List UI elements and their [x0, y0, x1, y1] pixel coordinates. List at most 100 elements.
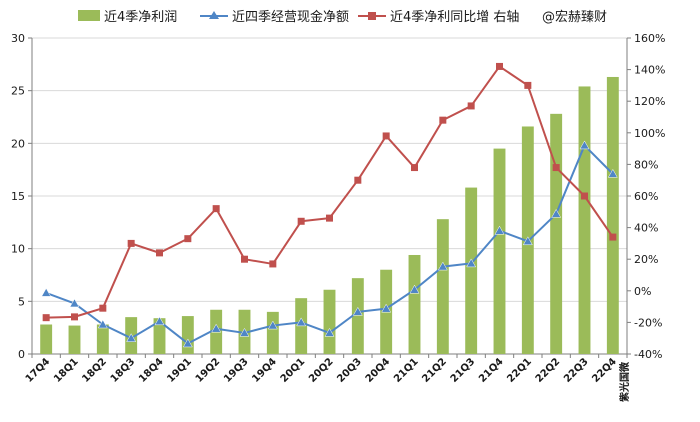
- growth-point: [99, 304, 107, 312]
- legend: 近4季净利润 近四季经营现金净额 近4季净利同比增 右轴 @宏赫臻财: [78, 9, 607, 25]
- right-tick-label: 80%: [634, 158, 658, 171]
- right-tick-label: 60%: [634, 190, 658, 203]
- x-tick-label: 17Q4: [24, 356, 53, 385]
- left-tick-label: 25: [11, 85, 25, 98]
- growth-point: [439, 116, 447, 124]
- legend-triangle-marker: [209, 11, 219, 19]
- left-tick-label: 20: [11, 137, 25, 150]
- x-tick-label: 20Q1: [279, 356, 308, 385]
- right-tick-label: 100%: [634, 127, 665, 140]
- cashflow-point: [126, 333, 137, 342]
- cashflow-point: [352, 306, 363, 316]
- left-tick-label: 15: [11, 190, 25, 203]
- x-tick-label: 19Q2: [194, 356, 223, 385]
- cashflow-point: [239, 327, 250, 337]
- growth-point: [326, 214, 333, 222]
- watermark-text: @宏赫臻财: [542, 10, 607, 25]
- cashflow-point: [41, 287, 52, 297]
- cashflow-point: [579, 140, 590, 150]
- x-tick-label: 20Q4: [364, 356, 393, 385]
- legend-label-bars: 近4季净利润: [104, 10, 177, 25]
- bar: [465, 187, 478, 354]
- right-tick-label: 20%: [634, 253, 658, 266]
- x-tick-label: 21Q3: [449, 356, 478, 385]
- cashflow-point: [211, 323, 222, 333]
- x-tick-label: 18Q4: [137, 356, 166, 385]
- growth-point: [467, 102, 475, 110]
- growth-point: [156, 249, 163, 257]
- growth-point: [269, 260, 277, 268]
- legend-label-growth: 近4季净利同比增 右轴: [390, 10, 519, 25]
- x-tick-label: 22Q1: [505, 356, 534, 385]
- x-tick-label: 18Q3: [109, 356, 138, 385]
- cashflow-point: [154, 316, 165, 326]
- right-tick-label: -40%: [634, 348, 662, 361]
- cashflow-point: [267, 320, 278, 330]
- cashflow-point: [69, 298, 80, 308]
- right-tick-label: 40%: [634, 222, 658, 235]
- source-label: 紫光国微: [618, 361, 631, 402]
- legend-bar-swatch: [78, 10, 100, 21]
- cashflow-point: [409, 284, 420, 294]
- right-tick-label: -20%: [634, 316, 662, 329]
- cashflow-point: [324, 327, 335, 337]
- growth-point: [184, 235, 192, 243]
- cashflow-point: [494, 225, 505, 235]
- right-tick-label: 120%: [634, 95, 665, 108]
- bar: [578, 86, 591, 354]
- legend-square-marker: [368, 12, 376, 20]
- bar: [266, 311, 279, 354]
- right-tick-label: 160%: [634, 32, 665, 45]
- plot-area: 0 5 10 15 20 25 30 -40% -20% 0% 20% 40% 60% 80% 100% 12…: [11, 32, 665, 385]
- bar: [323, 289, 336, 354]
- cashflow-point: [381, 303, 392, 313]
- growth-point: [552, 164, 560, 172]
- growth-point: [524, 81, 532, 89]
- x-tick-label: 18Q1: [52, 356, 81, 385]
- cashflow-point: [522, 236, 533, 246]
- bar: [606, 76, 619, 355]
- growth-point: [382, 132, 390, 140]
- left-tick-label: 10: [11, 243, 25, 256]
- growth-point: [212, 205, 220, 213]
- bar: [550, 113, 563, 354]
- growth-point: [411, 164, 418, 172]
- x-tick-label: 19Q3: [222, 356, 251, 385]
- x-tick-label: 19Q1: [165, 356, 194, 385]
- growth-point: [609, 233, 617, 241]
- bar: [96, 324, 109, 354]
- bar: [493, 148, 506, 354]
- bar: [436, 219, 449, 354]
- cashflow-point: [466, 258, 477, 268]
- cashflow-point: [182, 338, 193, 348]
- x-tick-label: 22Q2: [534, 356, 563, 385]
- left-tick-label: 0: [18, 348, 25, 361]
- x-tick-label: 22Q3: [562, 356, 591, 385]
- growth-point: [241, 255, 248, 263]
- x-tick-label: 20Q2: [307, 356, 336, 385]
- cashflow-point: [296, 317, 307, 327]
- x-tick-label: 22Q4: [590, 356, 619, 385]
- right-tick-label: 0%: [634, 285, 651, 298]
- growth-point: [297, 217, 305, 225]
- x-tick-label: 21Q4: [477, 356, 506, 385]
- left-tick-label: 5: [18, 295, 25, 308]
- left-tick-label: 30: [11, 32, 25, 45]
- legend-label-cashflow: 近四季经营现金净额: [232, 9, 349, 25]
- bar: [408, 254, 421, 354]
- x-tick-label: 21Q2: [420, 356, 449, 385]
- growth-point: [496, 62, 503, 70]
- cashflow-point: [551, 208, 562, 218]
- growth-point: [42, 314, 50, 322]
- bar: [351, 278, 364, 354]
- cashflow-point: [437, 261, 448, 271]
- bar: [153, 318, 166, 354]
- x-tick-label: 19Q4: [250, 356, 279, 385]
- growth-point: [71, 313, 78, 321]
- cashflow-point: [607, 168, 618, 178]
- growth-point: [354, 176, 362, 184]
- cashflow-point: [97, 319, 108, 329]
- bar: [181, 316, 194, 354]
